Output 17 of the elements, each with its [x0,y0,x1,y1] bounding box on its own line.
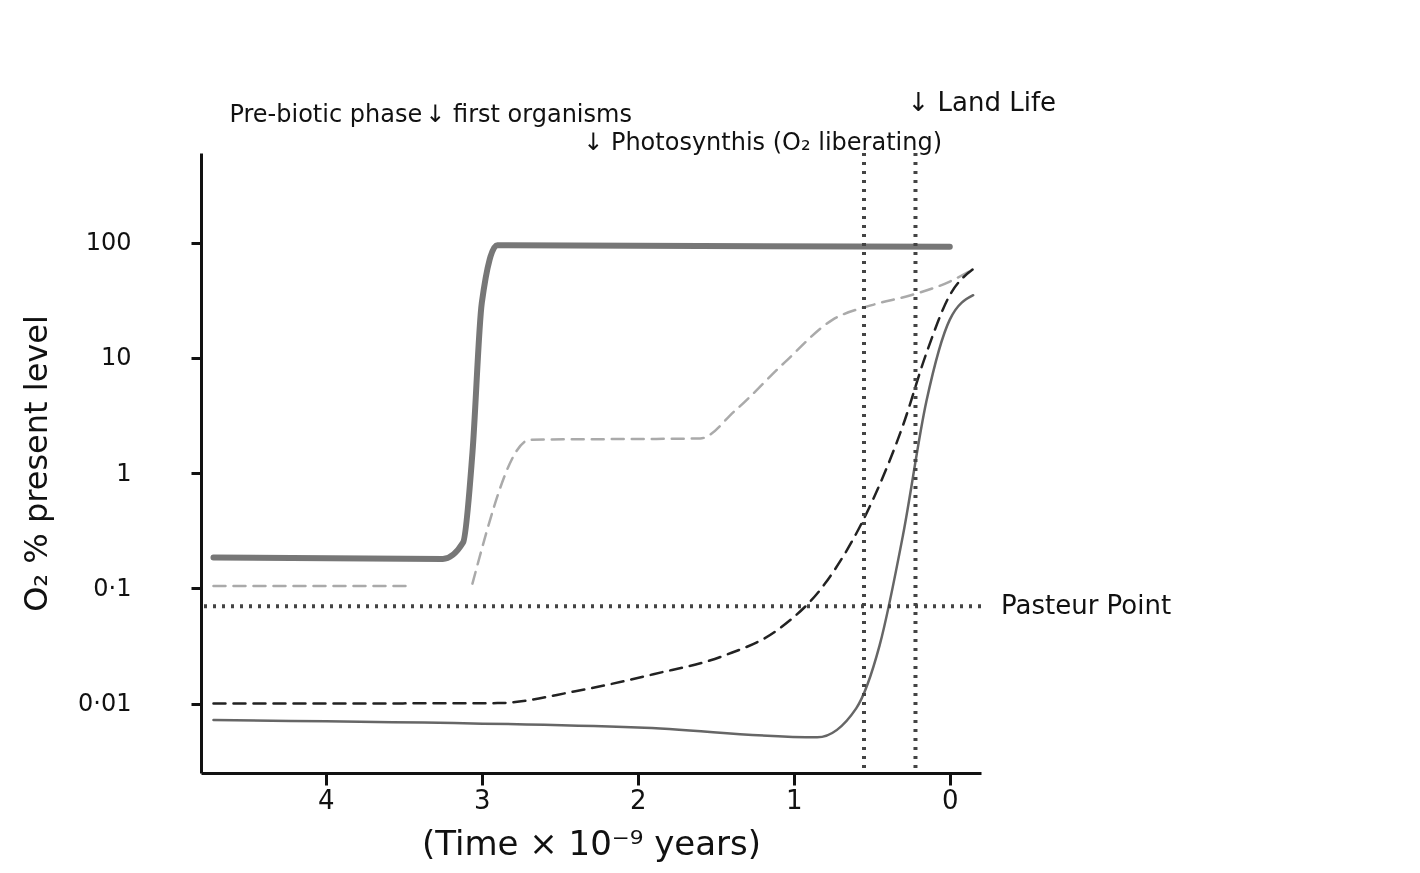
x-tick-label: 1 [786,784,803,815]
x-axis-title: (Time × 10⁻⁹ years) [421,822,762,863]
ref-line-label: Pasteur Point [1001,590,1172,621]
y-tick-label: 0·1 [93,573,132,602]
x-tick-label: 0 [942,784,959,815]
annotation: ↓ Photosynthis (O₂ liberating) [583,128,943,156]
y-tick-label: 1 [116,458,132,487]
ref-line-label: ↓ Land Life [907,87,1057,117]
y-axis-title: O₂ % present level [17,315,56,612]
y-tick-label: 0·01 [78,689,132,718]
x-tick-label: 2 [630,784,647,815]
y-tick-label: 10 [100,343,132,372]
x-tick-label: 3 [474,784,491,815]
x-tick-label: 4 [318,784,335,815]
text: Pre-biotic phase [229,100,423,128]
text: ↓ first organisms [425,100,632,128]
y-tick-label: 100 [85,228,132,257]
